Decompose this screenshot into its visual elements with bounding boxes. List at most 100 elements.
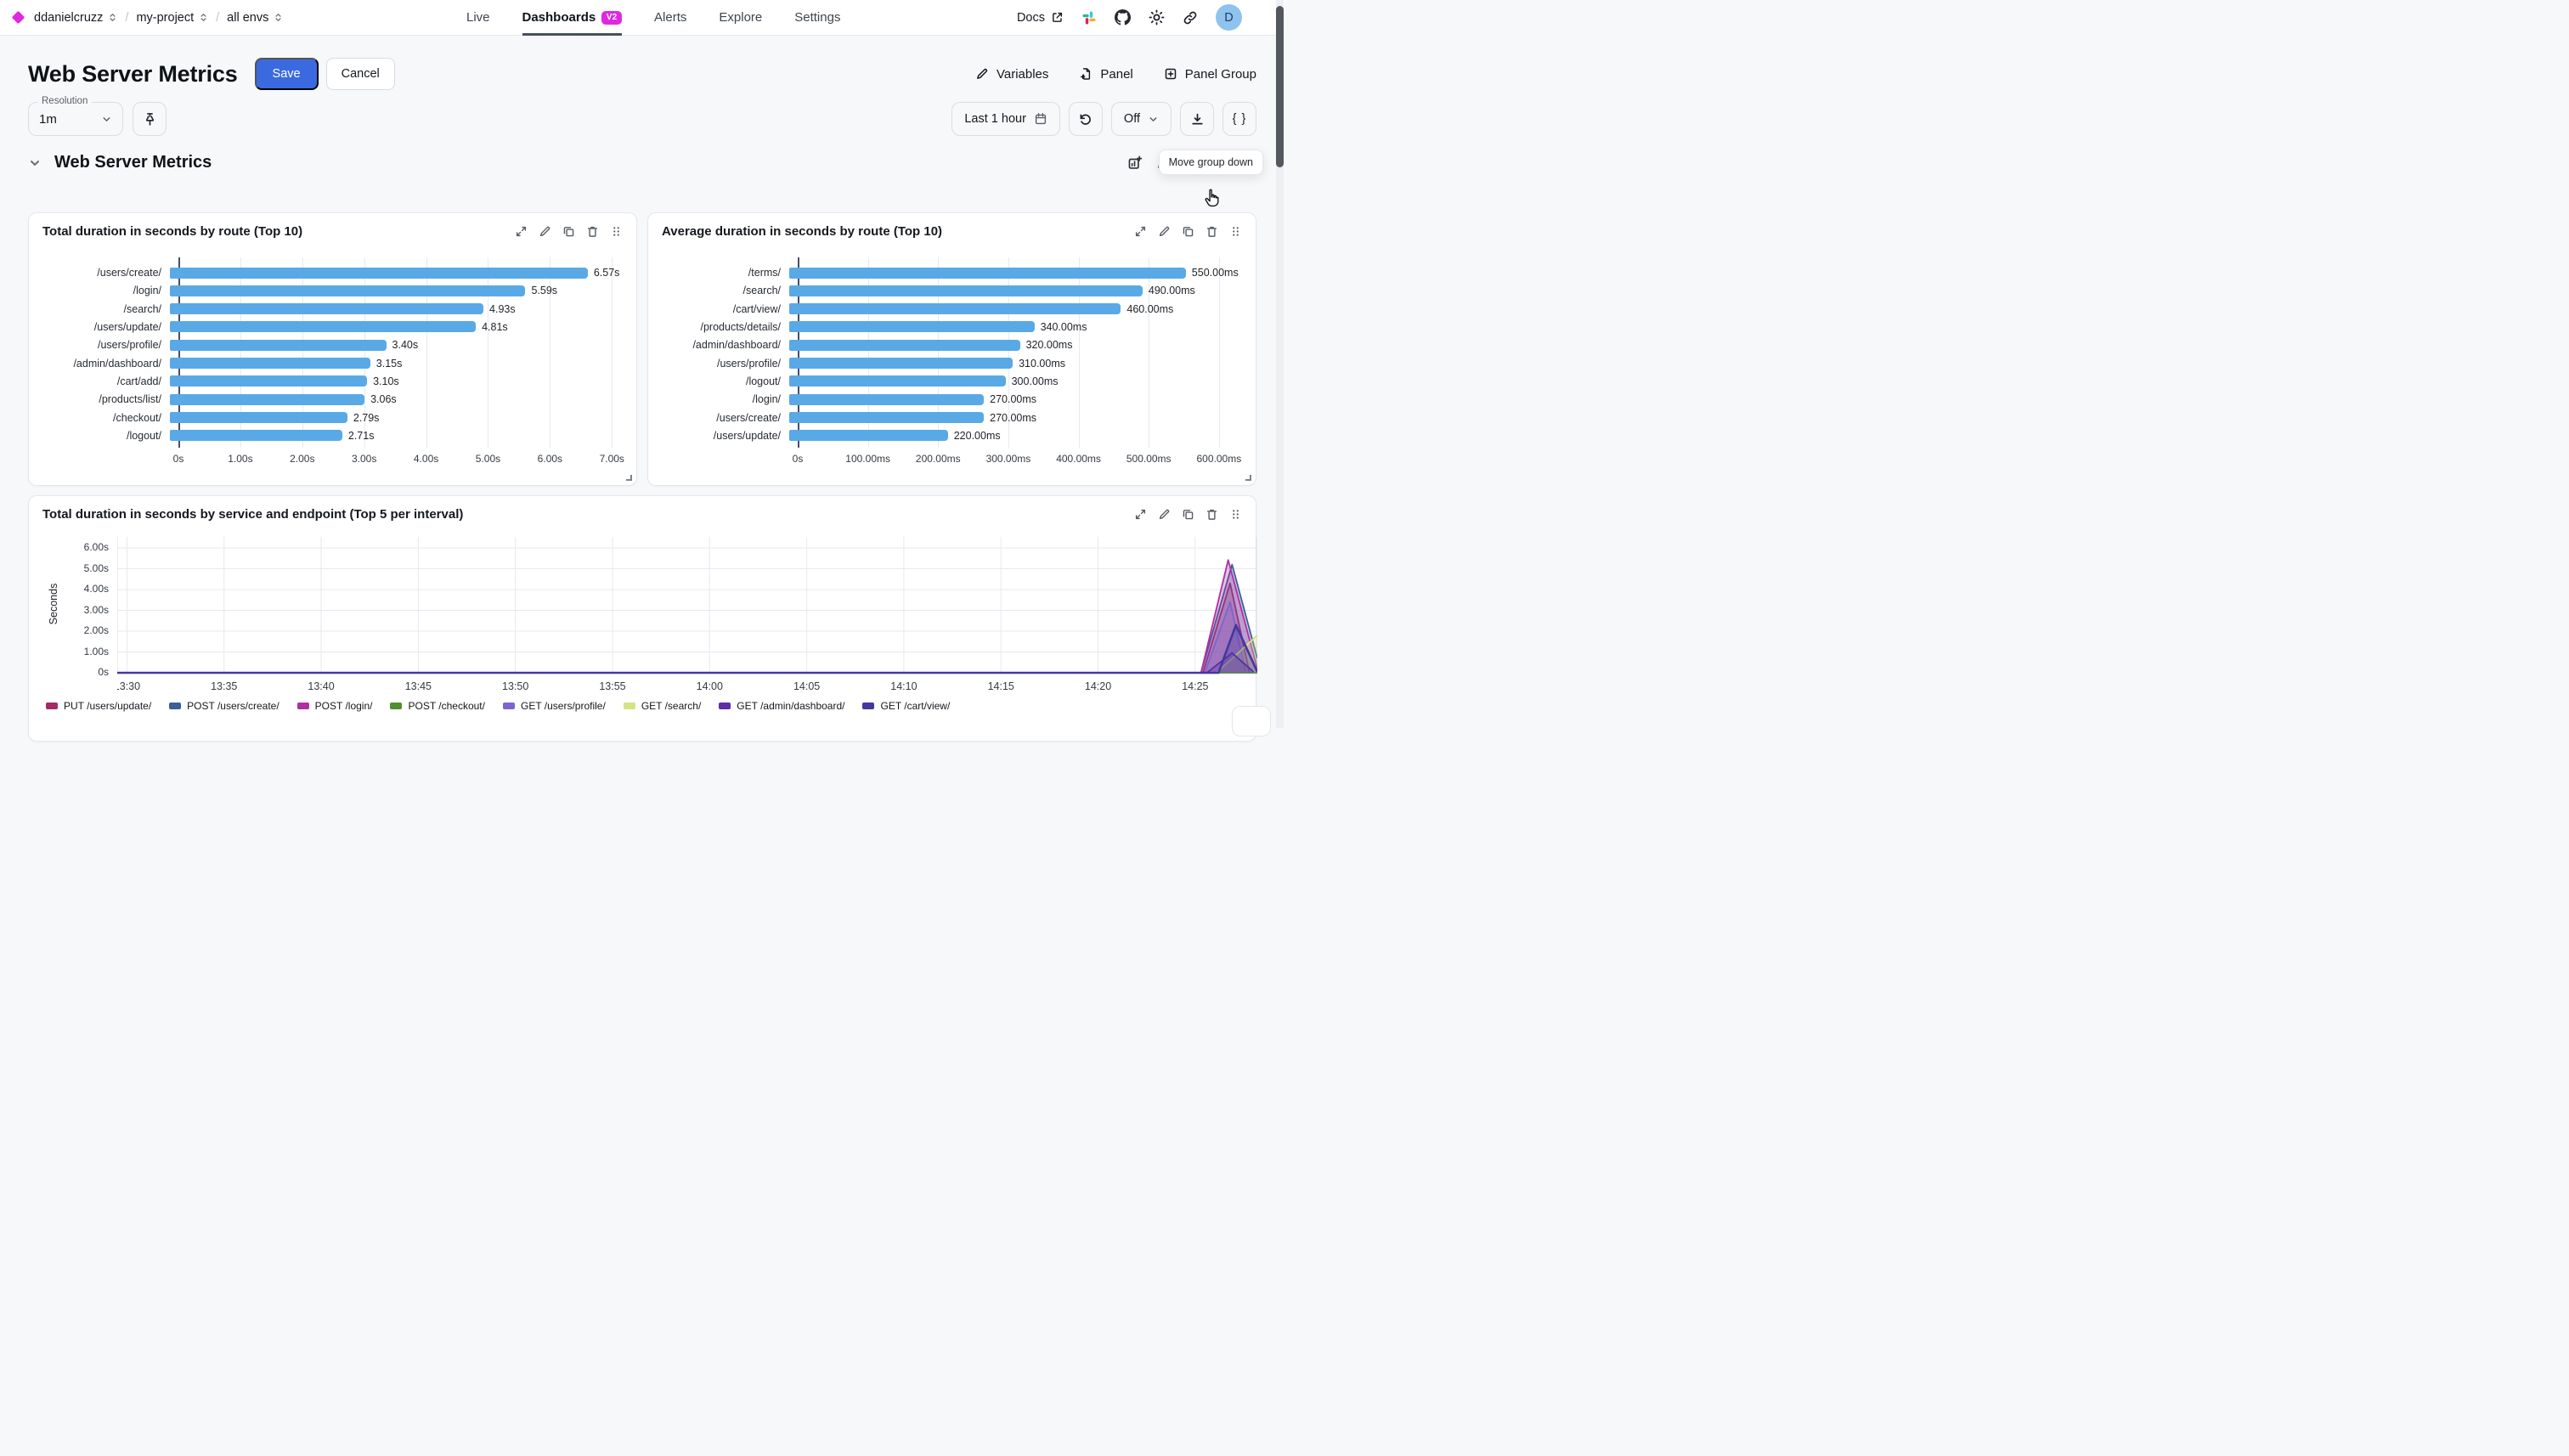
legend-item[interactable]: POST /users/create/	[169, 700, 279, 712]
chart-legend: PUT /users/update/POST /users/create/POS…	[46, 700, 950, 712]
drag-handle-icon[interactable]	[1229, 508, 1242, 521]
panel-title: Average duration in seconds by route (To…	[662, 224, 943, 239]
breadcrumb-env[interactable]: all envs	[227, 10, 269, 25]
bar-row: /cart/add/3.10s	[42, 373, 623, 390]
time-range-button[interactable]: Last 1 hour	[951, 102, 1060, 136]
bar	[789, 267, 1186, 279]
bar-value-label: 460.00ms	[1126, 302, 1174, 315]
duplicate-panel-icon[interactable]	[562, 225, 575, 238]
legend-item[interactable]: GET /search/	[623, 700, 701, 712]
bar-category-label: /terms/	[748, 267, 781, 279]
delete-panel-icon[interactable]	[586, 225, 599, 238]
bar-row: /users/update/220.00ms	[662, 427, 1242, 444]
add-chart-icon[interactable]	[1127, 155, 1143, 171]
bar-value-label: 300.00ms	[1011, 375, 1059, 387]
bar	[789, 430, 948, 442]
bar-row: /admin/dashboard/3.15s	[42, 355, 623, 372]
bar	[170, 358, 370, 370]
breadcrumb-org[interactable]: ddanielcruzz	[34, 10, 104, 25]
legend-swatch	[862, 703, 875, 709]
auto-refresh-select[interactable]: Off	[1110, 102, 1172, 136]
download-button[interactable]	[1180, 102, 1214, 136]
json-editor-button[interactable]: { }	[1222, 102, 1256, 136]
drag-handle-icon[interactable]	[610, 225, 623, 238]
svg-text:14:10: 14:10	[890, 680, 917, 692]
svg-text:13:35: 13:35	[211, 680, 237, 692]
bar	[789, 339, 1020, 351]
legend-swatch	[169, 703, 182, 709]
variables-button[interactable]: Variables	[975, 67, 1048, 82]
breadcrumb: ddanielcruzz / my-project / all envs	[11, 10, 283, 25]
add-panel-group-button[interactable]: Panel Group	[1164, 67, 1256, 82]
bar-value-label: 3.40s	[392, 339, 419, 352]
panel-title: Total duration in seconds by route (Top …	[42, 224, 303, 239]
save-button[interactable]: Save	[254, 58, 319, 90]
delete-panel-icon[interactable]	[1205, 508, 1218, 521]
bar	[789, 321, 1035, 333]
header-actions: Variables Panel Panel Group	[975, 67, 1256, 82]
legend-item[interactable]: POST /login/	[296, 700, 372, 712]
external-link-icon	[1051, 11, 1064, 24]
bar-value-label: 340.00ms	[1040, 320, 1087, 333]
edit-panel-icon[interactable]	[1158, 225, 1171, 238]
bar-row: /users/create/270.00ms	[662, 409, 1242, 426]
drag-handle-icon[interactable]	[1229, 225, 1242, 238]
bar-category-label: /login/	[133, 285, 161, 297]
legend-item[interactable]: POST /checkout/	[390, 700, 485, 712]
legend-swatch	[623, 703, 635, 709]
bar	[170, 303, 484, 315]
user-avatar[interactable]: D	[1216, 4, 1242, 31]
legend-item[interactable]: GET /admin/dashboard/	[719, 700, 844, 712]
legend-swatch	[46, 703, 58, 709]
tab-alerts[interactable]: Alerts	[654, 10, 687, 25]
bar-row: /cart/view/460.00ms	[662, 301, 1242, 318]
y-axis-tick: 4.00s	[83, 583, 109, 595]
pin-button[interactable]	[133, 102, 167, 136]
resolution-select[interactable]: Resolution 1m	[28, 96, 123, 136]
chevron-updown-icon[interactable]	[199, 13, 208, 22]
add-panel-button[interactable]: Panel	[1079, 67, 1133, 82]
tab-settings[interactable]: Settings	[794, 10, 841, 25]
resize-handle[interactable]	[1245, 475, 1251, 481]
cancel-button[interactable]: Cancel	[325, 58, 395, 90]
expand-icon[interactable]	[1134, 508, 1147, 521]
tab-dashboards[interactable]: Dashboards V2	[522, 0, 623, 36]
delete-panel-icon[interactable]	[1205, 225, 1218, 238]
sun-icon[interactable]	[1149, 9, 1165, 25]
chevron-updown-icon[interactable]	[108, 13, 117, 22]
legend-item[interactable]: GET /users/profile/	[502, 700, 606, 712]
legend-item[interactable]: PUT /users/update/	[46, 700, 151, 712]
scrollbar-thumb[interactable]	[1276, 6, 1284, 167]
github-icon[interactable]	[1115, 9, 1131, 25]
breadcrumb-project[interactable]: my-project	[136, 10, 195, 25]
link-icon[interactable]	[1183, 10, 1198, 25]
bar-category-label: /products/list/	[99, 393, 161, 406]
docs-link[interactable]: Docs	[1017, 11, 1064, 25]
collapse-chevron-icon[interactable]	[28, 156, 42, 170]
bar-row: /users/profile/3.40s	[42, 336, 623, 353]
edit-panel-icon[interactable]	[1158, 508, 1171, 521]
legend-swatch	[296, 703, 309, 709]
tab-explore[interactable]: Explore	[719, 10, 763, 25]
scrollbar-track[interactable]	[1276, 0, 1284, 728]
edit-panel-icon[interactable]	[539, 225, 551, 238]
legend-item[interactable]: GET /cart/view/	[862, 700, 950, 712]
bar-row: /admin/dashboard/320.00ms	[662, 336, 1242, 353]
resolution-label: Resolution	[37, 96, 93, 106]
pin-icon	[143, 112, 157, 127]
dashboard-header: Web Server Metrics Save Cancel Variables…	[0, 36, 1284, 90]
duplicate-panel-icon[interactable]	[1182, 225, 1194, 238]
bar	[170, 321, 477, 333]
bar	[170, 339, 387, 351]
tab-live[interactable]: Live	[466, 10, 490, 25]
duplicate-panel-icon[interactable]	[1182, 508, 1194, 521]
expand-icon[interactable]	[515, 225, 528, 238]
x-axis: 0s 1.00s 2.00s 3.00s 4.00s 5.00s 6.00s 7.00s	[172, 453, 624, 465]
resolution-value: 1m	[39, 111, 57, 127]
expand-icon[interactable]	[1134, 225, 1147, 238]
refresh-button[interactable]	[1068, 102, 1103, 136]
slack-icon[interactable]	[1081, 10, 1097, 25]
bar-value-label: 4.93s	[489, 302, 516, 315]
resize-handle[interactable]	[626, 475, 632, 481]
chevron-updown-icon[interactable]	[274, 13, 283, 22]
